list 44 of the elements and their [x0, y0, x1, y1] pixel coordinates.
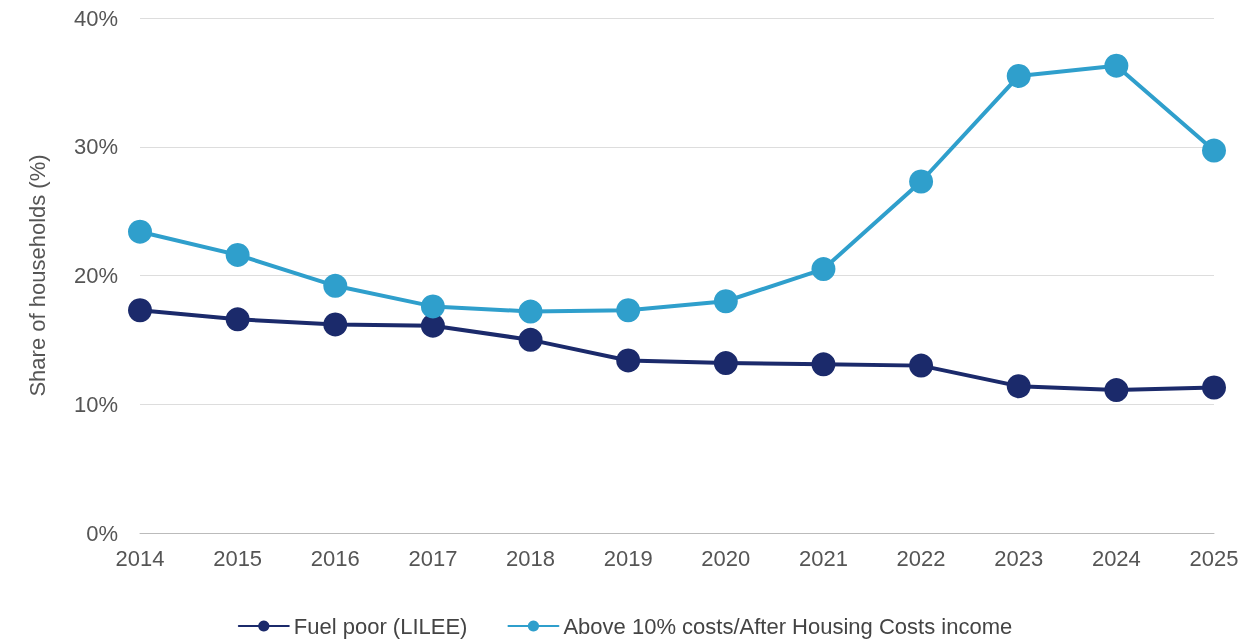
point: [1006, 374, 1031, 399]
legend-label: Above 10% costs/After Housing Costs income: [563, 613, 1013, 639]
x-tick-label: 2017: [408, 545, 458, 571]
point: [323, 312, 348, 337]
point: [811, 352, 836, 377]
point: [811, 257, 836, 282]
y-tick-label: 0%: [86, 520, 118, 546]
y-axis-title: Share of households (%): [24, 154, 50, 397]
x-tick-label: 2024: [1091, 545, 1141, 571]
point: [713, 351, 738, 376]
point: [616, 298, 641, 323]
y-tick-label: 10%: [73, 391, 118, 417]
point: [909, 169, 934, 194]
x-tick-label: 2016: [310, 545, 360, 571]
point: [1202, 138, 1226, 163]
point: [1104, 53, 1129, 78]
x-tick-label: 2018: [506, 545, 556, 571]
y-tick-label: 30%: [73, 134, 118, 160]
x-tick-label: 2022: [896, 545, 946, 571]
point: [128, 219, 152, 244]
point: [1006, 63, 1031, 88]
point: [713, 289, 738, 314]
point: [420, 313, 445, 338]
legend-label: Fuel poor (LILEE): [293, 613, 468, 639]
point: [420, 294, 445, 319]
point: [128, 298, 152, 323]
x-tick-label: 2014: [115, 545, 165, 571]
point: [1104, 378, 1129, 403]
point: [909, 353, 934, 378]
point: [225, 242, 250, 267]
point: [518, 299, 543, 324]
point: [225, 307, 250, 332]
x-tick-label: 2023: [994, 545, 1044, 571]
point: [1202, 375, 1226, 400]
x-tick-label: 2021: [798, 545, 848, 571]
point: [616, 348, 641, 373]
x-tick-label: 2019: [603, 545, 653, 571]
point: [518, 327, 543, 352]
x-tick-label: 2025: [1189, 545, 1239, 571]
x-tick-label: 2015: [213, 545, 263, 571]
y-tick-label: 20%: [73, 263, 118, 288]
x-tick-label: 2020: [701, 545, 751, 571]
y-tick-label: 40%: [73, 5, 118, 31]
point: [323, 273, 348, 298]
